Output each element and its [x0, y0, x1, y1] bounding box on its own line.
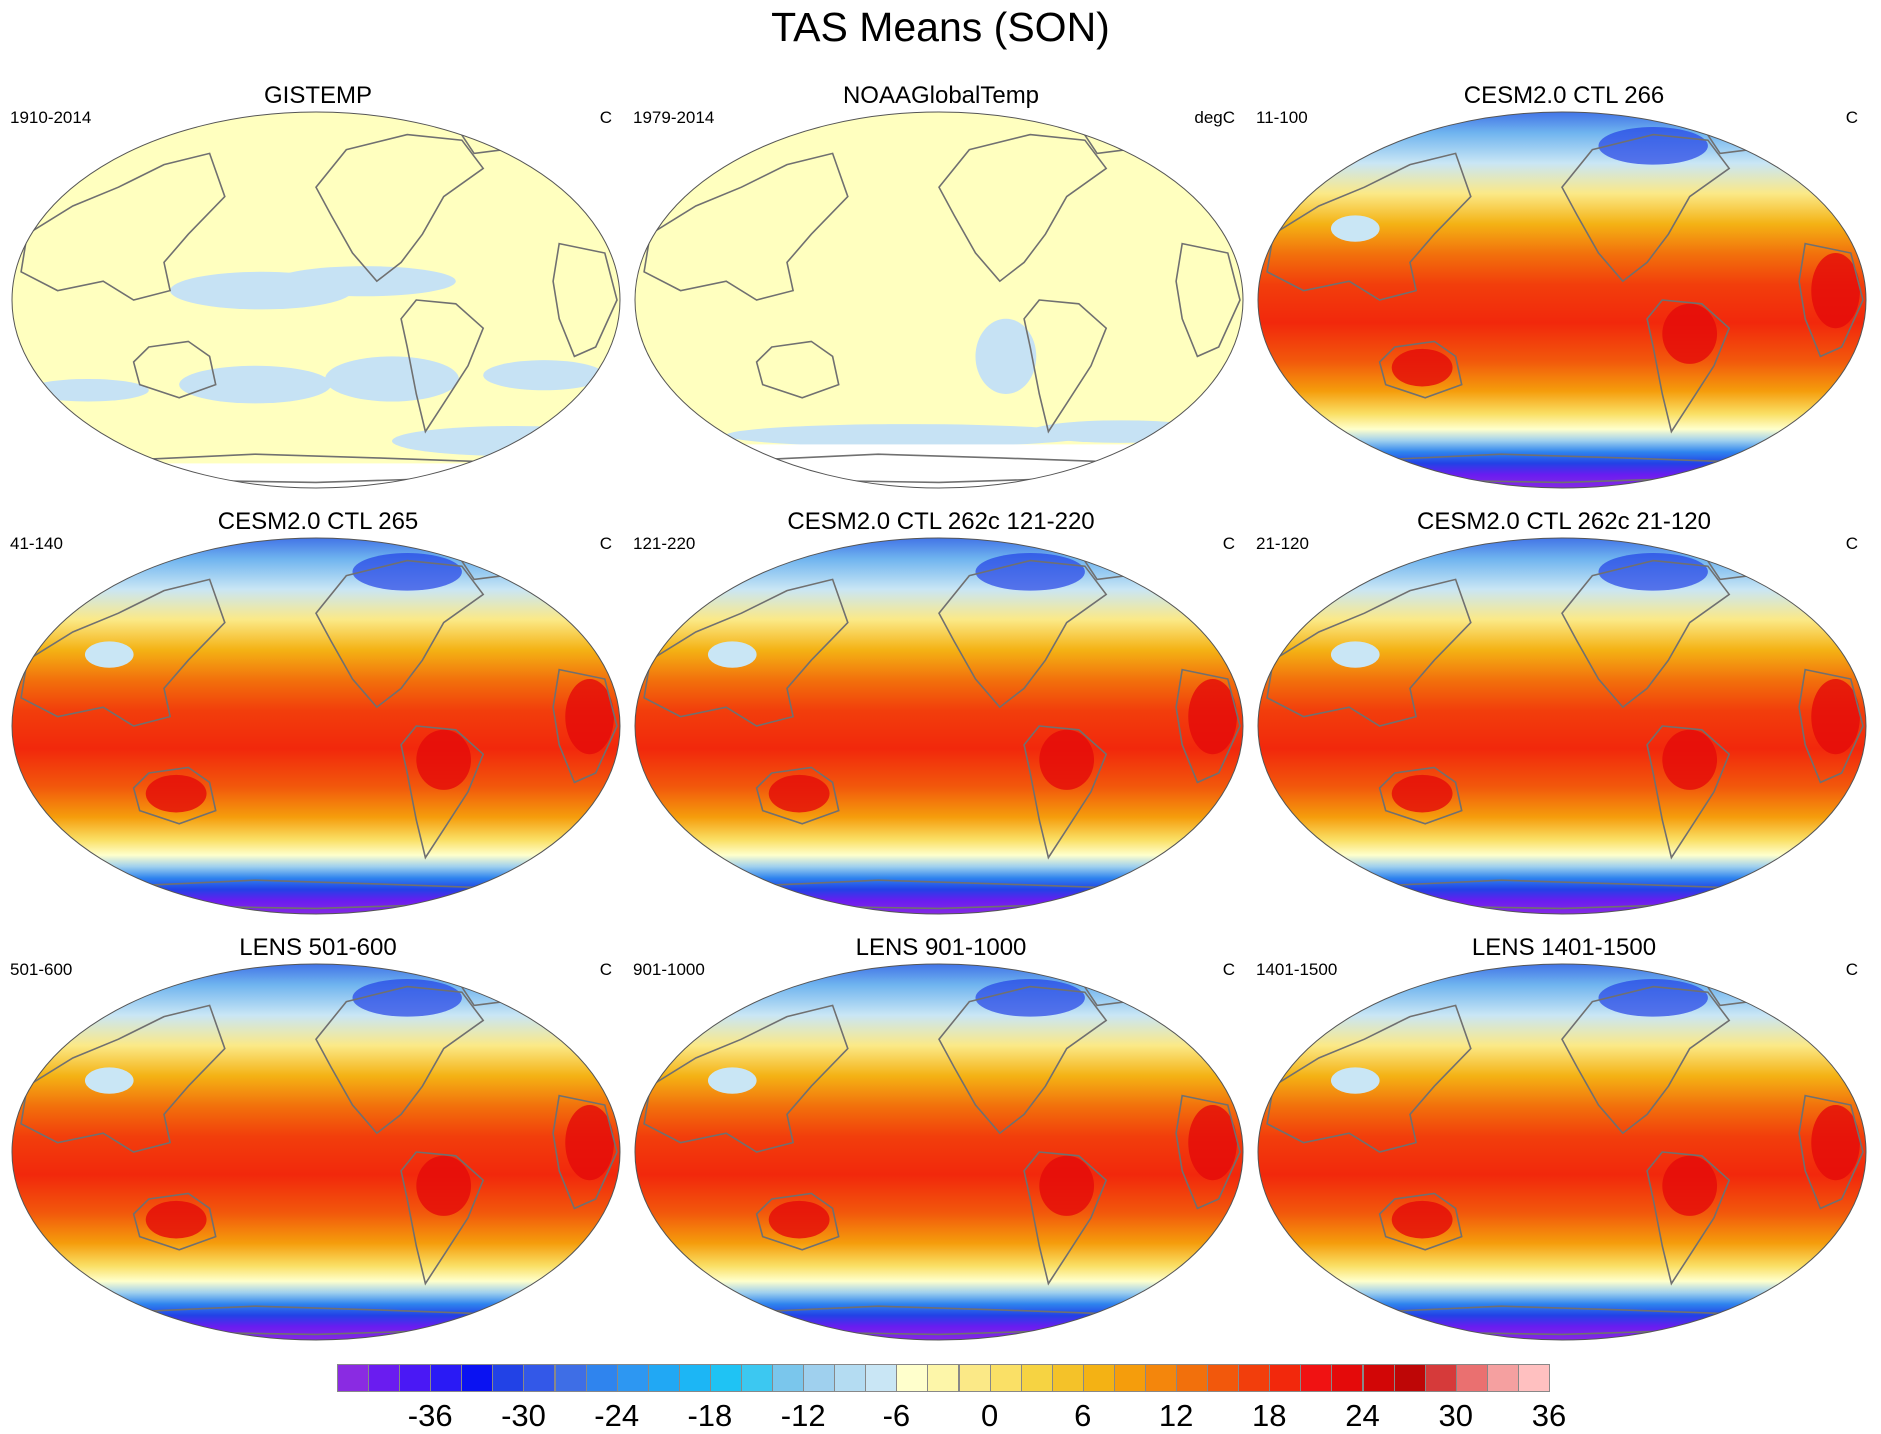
- colorbar-box: [896, 1364, 929, 1392]
- colorbar-box: [1176, 1364, 1209, 1392]
- colorbar-box: [834, 1364, 867, 1392]
- colorbar-tick-label: 12: [1158, 1398, 1194, 1433]
- colorbar-box: [585, 1364, 618, 1392]
- colorbar-tick-label: -36: [407, 1398, 453, 1433]
- colorbar-box: [927, 1364, 960, 1392]
- panel-title: CESM2.0 CTL 265: [217, 508, 419, 535]
- colorbar-tick-label: 30: [1438, 1398, 1474, 1433]
- panel-title: CESM2.0 CTL 262c 121-220: [787, 508, 1095, 535]
- colorbar-tick-label: 18: [1252, 1398, 1287, 1433]
- colorbar-box: [368, 1364, 401, 1392]
- panel-units: C: [599, 108, 612, 127]
- colorbar-tick-label: 36: [1531, 1398, 1567, 1433]
- panel-units: C: [599, 534, 612, 553]
- colorbar-box: [1082, 1364, 1115, 1392]
- panel-period: 1910-2014: [10, 108, 92, 127]
- panel-units: C: [1222, 534, 1235, 553]
- map-globe: [11, 963, 621, 1341]
- colorbar-box: [1238, 1364, 1271, 1392]
- map-panel: NOAAGlobalTemp 1979-2014 degC: [633, 82, 1249, 502]
- colorbar-box: [865, 1364, 898, 1392]
- colorbar-box: [1455, 1364, 1488, 1392]
- panel-title: CESM2.0 CTL 262c 21-120: [1417, 508, 1711, 535]
- colorbar-box: [741, 1364, 773, 1392]
- colorbar-box: [1486, 1364, 1519, 1392]
- colorbar-box: [492, 1364, 525, 1392]
- map-panel: LENS 901-1000 901-1000 C: [633, 934, 1249, 1354]
- colorbar-box: [1207, 1364, 1240, 1392]
- colorbar-box: [1145, 1364, 1177, 1392]
- map-panel: CESM2.0 CTL 262c 121-220 121-220 C: [633, 508, 1249, 928]
- figure-title: TAS Means (SON): [771, 4, 1110, 50]
- map-globe: [634, 537, 1244, 915]
- colorbar-box: [1331, 1364, 1364, 1392]
- colorbar-tick-label: -18: [687, 1398, 733, 1433]
- colorbar-box: [523, 1364, 556, 1392]
- colorbar-box: [989, 1364, 1022, 1392]
- map-globe: [1257, 963, 1867, 1341]
- colorbar-box: [1300, 1364, 1333, 1392]
- panel-units: C: [1845, 534, 1858, 553]
- map-globe: [634, 111, 1244, 489]
- colorbar-box: [337, 1364, 369, 1392]
- colorbar-box: [1424, 1364, 1457, 1392]
- colorbar-box: [647, 1364, 680, 1392]
- panel-title: LENS 501-600: [239, 934, 397, 961]
- colorbar-box: [958, 1364, 991, 1392]
- map-panel: LENS 1401-1500 1401-1500 C: [1256, 934, 1872, 1354]
- colorbar-box: [1393, 1364, 1426, 1392]
- colorbar-box: [772, 1364, 805, 1392]
- colorbar-tick-label: -6: [882, 1398, 911, 1433]
- panel-units: degC: [1194, 108, 1235, 127]
- map-panel: GISTEMP 1910-2014 C: [10, 82, 626, 502]
- map-globe: [11, 537, 621, 915]
- panel-title: NOAAGlobalTemp: [842, 82, 1040, 109]
- panel-units: C: [1222, 960, 1235, 979]
- colorbar-box: [709, 1364, 742, 1392]
- map-globe: [634, 963, 1244, 1341]
- colorbar-tick-label: 0: [980, 1398, 999, 1433]
- map-panel: CESM2.0 CTL 266 11-100 C: [1256, 82, 1872, 502]
- colorbar-tick-label: -30: [501, 1398, 546, 1433]
- colorbar-box: [399, 1364, 432, 1392]
- panel-units: C: [1845, 960, 1858, 979]
- colorbar-box: [461, 1364, 494, 1392]
- panel-units: C: [1845, 108, 1858, 127]
- panel-title: CESM2.0 CTL 266: [1463, 82, 1665, 109]
- colorbar-box: [616, 1364, 649, 1392]
- colorbar-box: [430, 1364, 463, 1392]
- map-panel: CESM2.0 CTL 262c 21-120 21-120 C: [1256, 508, 1872, 928]
- colorbar: [337, 1364, 1550, 1394]
- map-globe: [1257, 537, 1867, 915]
- colorbar-tick-label: 6: [1074, 1398, 1092, 1433]
- panel-period: 1979-2014: [633, 108, 715, 127]
- panel-period: 1401-1500: [1256, 960, 1338, 979]
- colorbar-box: [554, 1364, 587, 1392]
- panel-period: 11-100: [1256, 108, 1308, 127]
- panel-title: GISTEMP: [263, 82, 372, 109]
- colorbar-box: [1269, 1364, 1302, 1392]
- panel-title: LENS 901-1000: [855, 934, 1027, 961]
- colorbar-box: [1020, 1364, 1053, 1392]
- panel-title: LENS 1401-1500: [1471, 934, 1657, 961]
- panel-units: C: [599, 960, 612, 979]
- map-panel: LENS 501-600 501-600 C: [10, 934, 626, 1354]
- colorbar-box: [1517, 1364, 1550, 1392]
- map-globe: [11, 111, 621, 489]
- panel-period: 901-1000: [633, 960, 705, 979]
- colorbar-box: [803, 1364, 836, 1392]
- panel-period: 21-120: [1256, 534, 1309, 553]
- map-panel: CESM2.0 CTL 265 41-140 C: [10, 508, 626, 928]
- colorbar-box: [1362, 1364, 1395, 1392]
- colorbar-tick-label: 24: [1345, 1398, 1380, 1433]
- panel-period: 501-600: [10, 960, 73, 979]
- map-globe: [1257, 111, 1867, 489]
- colorbar-tick-label: -12: [780, 1398, 826, 1433]
- panel-period: 41-140: [10, 534, 63, 553]
- colorbar-box: [1051, 1364, 1084, 1392]
- colorbar-tick-label: -24: [594, 1398, 640, 1433]
- colorbar-box: [678, 1364, 711, 1392]
- colorbar-box: [1113, 1364, 1146, 1392]
- panel-period: 121-220: [633, 534, 696, 553]
